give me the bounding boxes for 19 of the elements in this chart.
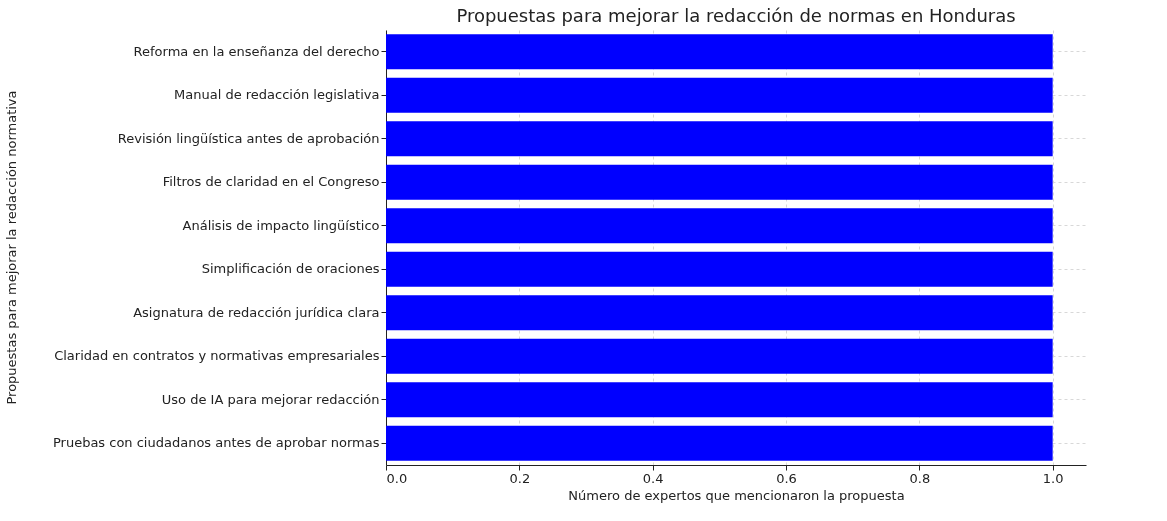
x-tick-label: 1.0 [1042,470,1064,486]
y-tick-label: Filtros de claridad en el Congreso [162,174,380,190]
y-tick-label: Asignatura de redacción jurídica clara [133,304,380,320]
x-tick-label: 0.8 [909,470,931,486]
y-tick-label: Revisión lingüística antes de aprobación [117,130,380,146]
y-tick-label: Pruebas con ciudadanos antes de aprobar normas [52,435,380,451]
y-tick-label: Reforma en la enseñanza del derecho [133,43,380,59]
y-tick-label: Manual de redacción legislativa [174,87,380,103]
x-tick-label: 0.0 [386,470,408,486]
y-tick-label: Uso de IA para mejorar redacción [161,391,380,407]
y-tick-label: Simplificación de oraciones [201,261,380,277]
x-tick-label: 0.4 [642,470,664,486]
y-tick-label: Claridad en contratos y normativas empresariales [54,348,380,364]
y-axis-title: Propuestas para mejorar la redacción normativa [3,90,19,405]
x-tick-label: 0.6 [776,470,797,486]
chart-title: Propuestas para mejorar la redacción de normas en Honduras [456,5,1016,26]
x-tick-label: 0.2 [509,470,531,486]
x-axis-title: Número de expertos que mencionaron la propuesta [568,487,905,503]
y-tick-label: Análisis de impacto lingüístico [182,217,380,233]
